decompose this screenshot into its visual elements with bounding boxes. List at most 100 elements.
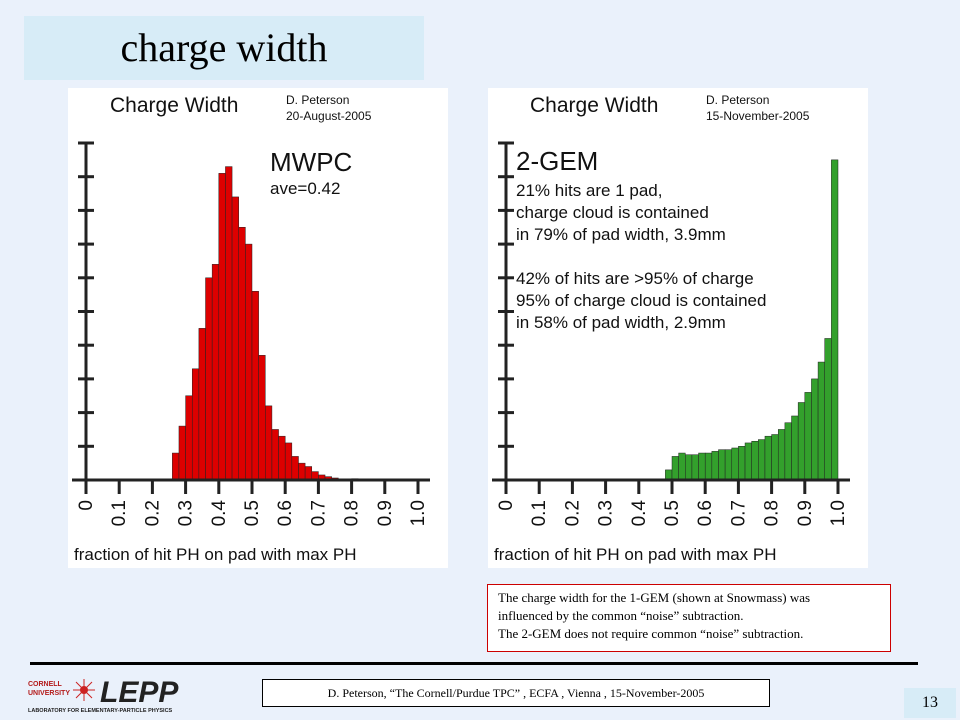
histogram-bar — [831, 159, 839, 481]
lepp-logo: CORNELL UNIVERSITY LEPP LABORATORY FOR E… — [28, 676, 179, 714]
x-tick-label: 0.1 — [529, 500, 550, 526]
x-tick-label: 0.3 — [176, 500, 197, 526]
histogram-bar — [685, 454, 693, 481]
chart-author: D. Peterson — [706, 93, 769, 107]
annotation-line: MWPC — [270, 147, 352, 177]
x-tick-label: 0.8 — [342, 500, 363, 526]
footer-divider — [30, 662, 918, 665]
histogram-bar — [265, 405, 273, 481]
histogram-bar — [198, 328, 206, 481]
histogram-bar — [298, 462, 306, 481]
histogram-bar — [764, 435, 772, 481]
histogram-bar — [178, 425, 186, 481]
histogram-bar — [811, 378, 819, 481]
svg-text:CORNELL: CORNELL — [28, 681, 63, 688]
mwpc-chart-panel: Charge Width D. Peterson 20-August-2005 0 0.… — [68, 88, 448, 568]
annotation-line: 42% of hits are >95% of charge — [516, 269, 754, 288]
histogram-bar — [278, 435, 286, 481]
title-box: charge width — [24, 16, 424, 80]
histogram-bar — [804, 392, 812, 481]
chart-title: Charge Width — [530, 94, 658, 117]
histogram-bar — [671, 456, 679, 481]
gem-chart-panel: Charge Width D. Peterson 15-November-2005 0… — [488, 88, 868, 568]
x-tick-label: 0.7 — [728, 500, 749, 526]
histogram-bar — [304, 466, 313, 481]
histogram-bar — [191, 368, 200, 481]
histogram-bar — [711, 451, 719, 481]
note-line-1: The charge width for the 1-GEM (shown at… — [498, 590, 811, 605]
histogram-bar — [738, 446, 746, 481]
svg-text:LEPP: LEPP — [100, 676, 179, 709]
annotation-line: in 79% of pad width, 3.9mm — [516, 225, 726, 244]
chart-date: 15-November-2005 — [706, 109, 810, 123]
x-tick-label: 0.6 — [275, 500, 296, 526]
histogram-bar — [251, 291, 259, 481]
histogram-bar — [678, 452, 686, 481]
x-axis-label: fraction of hit PH on pad with max PH — [74, 545, 357, 564]
histogram-bar — [704, 452, 713, 481]
annotation-line: 2-GEM — [516, 146, 598, 176]
histogram-bar — [211, 264, 220, 481]
x-tick-label: 0.8 — [762, 500, 783, 526]
slide-title: charge width — [120, 25, 328, 70]
histogram-bar — [665, 469, 673, 481]
x-tick-label: 0 — [76, 500, 97, 511]
note-box: The charge width for the 1-GEM (shown at… — [487, 584, 891, 652]
x-tick-label: 0.2 — [142, 500, 163, 526]
gem-charge-width-chart: Charge Width D. Peterson 15-November-2005 0… — [492, 93, 850, 564]
x-tick-label: 0.2 — [562, 500, 583, 526]
x-tick-label: 1.0 — [828, 500, 849, 526]
x-tick-label: 0.9 — [375, 500, 396, 526]
histogram-bar — [817, 361, 825, 481]
x-tick-label: 0.9 — [795, 500, 816, 526]
x-tick-label: 0.7 — [308, 500, 329, 526]
histogram-bar — [797, 402, 806, 481]
histogram-bar — [751, 440, 759, 481]
histogram-bar — [231, 196, 239, 481]
histogram-bar — [784, 422, 792, 481]
histogram-bar — [291, 456, 299, 481]
x-tick-label: 0.4 — [209, 500, 230, 527]
x-tick-label: 1.0 — [408, 500, 429, 526]
x-tick-label: 0.5 — [242, 500, 263, 526]
histogram-bar — [718, 449, 726, 481]
histogram-bar — [238, 227, 246, 481]
histogram-bar — [744, 442, 752, 481]
histogram-bar — [777, 429, 786, 481]
x-tick-label: 0 — [496, 500, 517, 511]
histogram-bar — [791, 415, 799, 481]
x-tick-label: 0.1 — [109, 500, 130, 526]
histogram-bar — [225, 166, 233, 481]
annotation-line: in 58% of pad width, 2.9mm — [516, 313, 726, 332]
footer-citation: D. Peterson, “The Cornell/Purdue TPC” , … — [262, 679, 770, 707]
note-line-2: influenced by the common “noise” subtrac… — [498, 608, 744, 623]
note-line-3: The 2-GEM does not require common “noise… — [498, 626, 804, 641]
histogram-bar — [258, 355, 266, 481]
histogram-bar — [691, 454, 699, 481]
chart-author: D. Peterson — [286, 93, 349, 107]
histogram-bar — [271, 429, 279, 481]
chart-date: 20-August-2005 — [286, 109, 372, 123]
svg-text:LABORATORY FOR ELEMENTARY-PART: LABORATORY FOR ELEMENTARY-PARTICLE PHYSI… — [28, 708, 173, 714]
chart-title: Charge Width — [110, 94, 238, 117]
x-tick-label: 0.5 — [662, 500, 683, 526]
page-number: 13 — [904, 688, 956, 718]
svg-text:UNIVERSITY: UNIVERSITY — [28, 690, 70, 697]
mwpc-charge-width-chart: Charge Width D. Peterson 20-August-2005 0 0.… — [72, 93, 430, 564]
histogram-bar — [218, 173, 226, 481]
annotation-line: charge cloud is contained — [516, 203, 709, 222]
annotation-line: 21% hits are 1 pad, — [516, 181, 662, 200]
histogram-bar — [731, 447, 739, 481]
histogram-bar — [245, 243, 253, 481]
annotation-line: ave=0.42 — [270, 179, 340, 198]
histogram-bar — [824, 338, 832, 481]
histogram-bar — [724, 449, 733, 481]
x-tick-label: 0.4 — [629, 500, 650, 527]
histogram-bar — [205, 277, 213, 481]
histogram-bar — [698, 452, 706, 481]
histogram-bar — [284, 442, 293, 481]
x-tick-label: 0.6 — [695, 500, 716, 526]
histogram-bar — [185, 395, 193, 481]
x-axis-label: fraction of hit PH on pad with max PH — [494, 545, 777, 564]
histogram-bar — [771, 434, 779, 481]
